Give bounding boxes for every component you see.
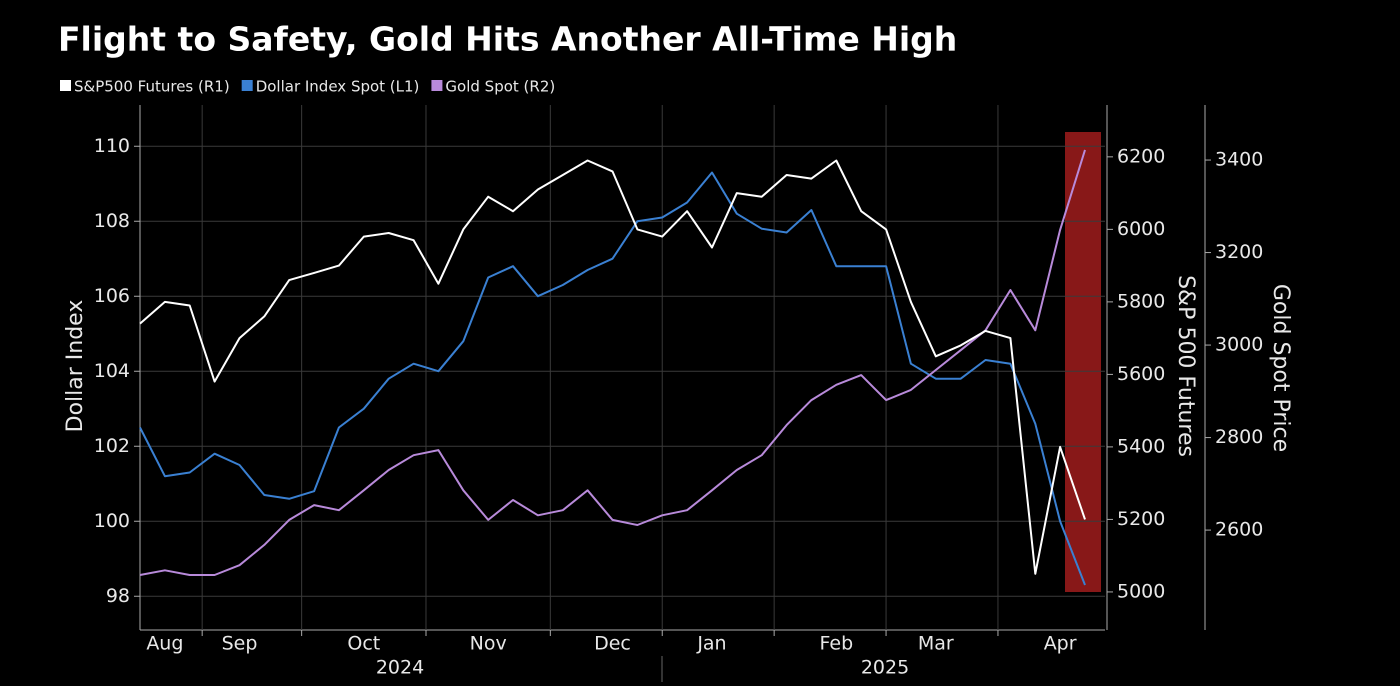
y-tick-label: 108	[94, 210, 130, 232]
y2-tick-label: 6000	[1117, 218, 1165, 240]
y2-tick-label: 5000	[1117, 580, 1165, 602]
y-tick-label: 98	[106, 585, 130, 607]
y-tick-label: 102	[94, 435, 130, 457]
y3-tick-label: 3200	[1215, 241, 1263, 263]
year-label: 2025	[861, 657, 909, 679]
x-tick-label: Mar	[918, 633, 954, 655]
x-tick-label: Oct	[347, 633, 380, 655]
x-tick-label: Dec	[594, 633, 631, 655]
series-line	[139, 159, 1086, 575]
y2-tick-label: 5400	[1117, 435, 1165, 457]
y2-tick-label: 5800	[1117, 290, 1165, 312]
y-tick-label: 100	[94, 510, 130, 532]
x-tick-label: Sep	[222, 633, 258, 655]
legend-swatch	[60, 80, 71, 91]
chart-title: Flight to Safety, Gold Hits Another All-…	[58, 20, 957, 59]
legend-label: Dollar Index Spot (L1)	[256, 78, 420, 96]
y2-tick-label: 5600	[1117, 363, 1165, 385]
y3-tick-label: 3400	[1215, 149, 1263, 171]
legend-swatch	[241, 80, 253, 91]
y-axis-title: Dollar Index	[63, 300, 88, 433]
x-tick-label: Jan	[696, 633, 726, 655]
y2-tick-label: 6200	[1117, 145, 1165, 167]
y3-tick-label: 2600	[1215, 519, 1263, 541]
x-tick-label: Apr	[1044, 633, 1077, 655]
y2-tick-label: 5200	[1117, 508, 1165, 530]
series-line	[139, 149, 1086, 576]
y-tick-label: 106	[94, 285, 130, 307]
x-tick-label: Feb	[819, 633, 853, 655]
highlight	[1065, 132, 1101, 592]
y2-axis-title: S&P 500 Futures	[1173, 275, 1198, 457]
legend-label: S&P500 Futures (R1)	[74, 78, 230, 96]
y3-tick-label: 2800	[1215, 426, 1263, 448]
y3-axis-title: Gold Spot Price	[1268, 284, 1293, 452]
y-tick-label: 110	[94, 135, 130, 157]
legend-swatch	[431, 80, 443, 91]
y3-tick-label: 3000	[1215, 334, 1263, 356]
x-tick-label: Aug	[146, 633, 183, 655]
x-tick-label: Nov	[470, 633, 507, 655]
legend-label: Gold Spot (R2)	[445, 78, 555, 96]
year-label: 2024	[376, 657, 424, 679]
y-tick-label: 104	[94, 360, 130, 382]
series-line	[139, 171, 1086, 586]
